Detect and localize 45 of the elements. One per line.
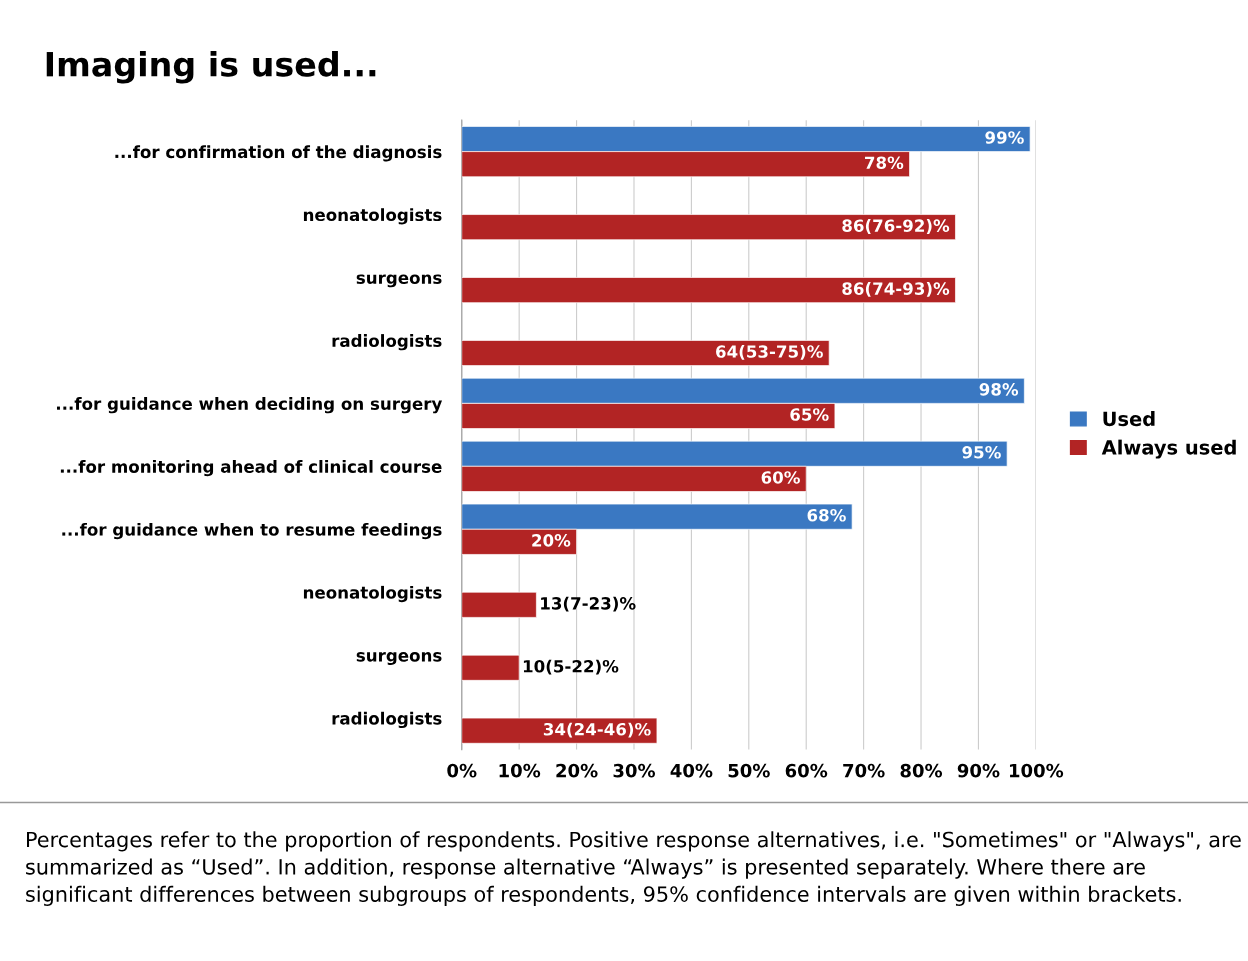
data-label: 20% (532, 534, 571, 547)
y-tick-label: ...for guidance when to resume feedings (62, 522, 442, 540)
bar (461, 654, 520, 681)
data-label: 65% (790, 408, 829, 421)
data-label: 86(74-93)% (842, 282, 950, 297)
y-tick-label: ...for monitoring ahead of clinical course (60, 459, 442, 477)
bar (461, 277, 956, 304)
data-label: 95% (962, 445, 1001, 459)
y-tick-label: ...for guidance when deciding on surgery (57, 397, 443, 414)
data-label: 86(76-92)% (842, 219, 950, 234)
y-tick-label: neonatologists (303, 208, 442, 225)
x-tick-label: 90% (957, 763, 1000, 778)
x-tick-label: 20% (556, 763, 598, 778)
x-tick-label: 60% (785, 763, 828, 778)
legend-label: Used (1103, 411, 1155, 427)
data-label: 10(5-22)% (523, 659, 619, 675)
data-label: 64(53-75)% (716, 344, 823, 360)
x-tick-label: 50% (728, 763, 770, 778)
x-tick-label: 100% (1009, 763, 1064, 778)
text: Percentages refer to the proportion of respondents. Positive response alternatives, i.e. "Sometimes" or "Always", are summarized as “Used”. In addition, response alternative “Always” is presented separately. Where there are significant differences between subgroups of respondents, 95% confidence intervals are given within brackets. (26, 831, 1241, 906)
y-tick-label: surgeons (356, 274, 442, 288)
data-label: 13(7-23)% (541, 596, 636, 612)
data-label: 78% (865, 156, 904, 170)
bar (461, 717, 658, 744)
y-tick-label: surgeons (356, 652, 442, 666)
bar (461, 591, 537, 618)
x-tick-label: 80% (900, 763, 943, 778)
x-tick-label: 30% (613, 763, 656, 778)
data-label: 98% (979, 383, 1019, 396)
x-tick-label: 0% (447, 763, 477, 778)
bar (461, 340, 830, 366)
chart-title: Imaging is used... (46, 51, 376, 84)
x-tick-label: 10% (499, 763, 541, 778)
y-tick-label: neonatologists (303, 585, 442, 603)
data-label: 99% (985, 131, 1024, 144)
y-tick-label: ...for confirmation of the diagnosis (115, 145, 442, 162)
data-label: 68% (807, 508, 846, 522)
x-tick-label: 70% (843, 763, 885, 778)
y-tick-label: radiologists (332, 334, 442, 351)
data-label: 60% (761, 471, 800, 484)
x-tick-label: 40% (670, 763, 713, 778)
data-label: 34(24-46)% (543, 722, 651, 738)
y-tick-label: radiologists (332, 711, 442, 729)
bar (461, 214, 956, 241)
legend-label: Always used (1101, 439, 1236, 459)
